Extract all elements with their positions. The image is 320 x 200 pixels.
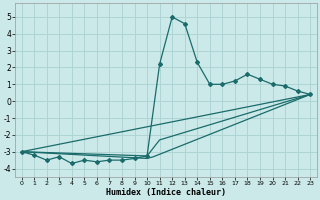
X-axis label: Humidex (Indice chaleur): Humidex (Indice chaleur) <box>106 188 226 197</box>
